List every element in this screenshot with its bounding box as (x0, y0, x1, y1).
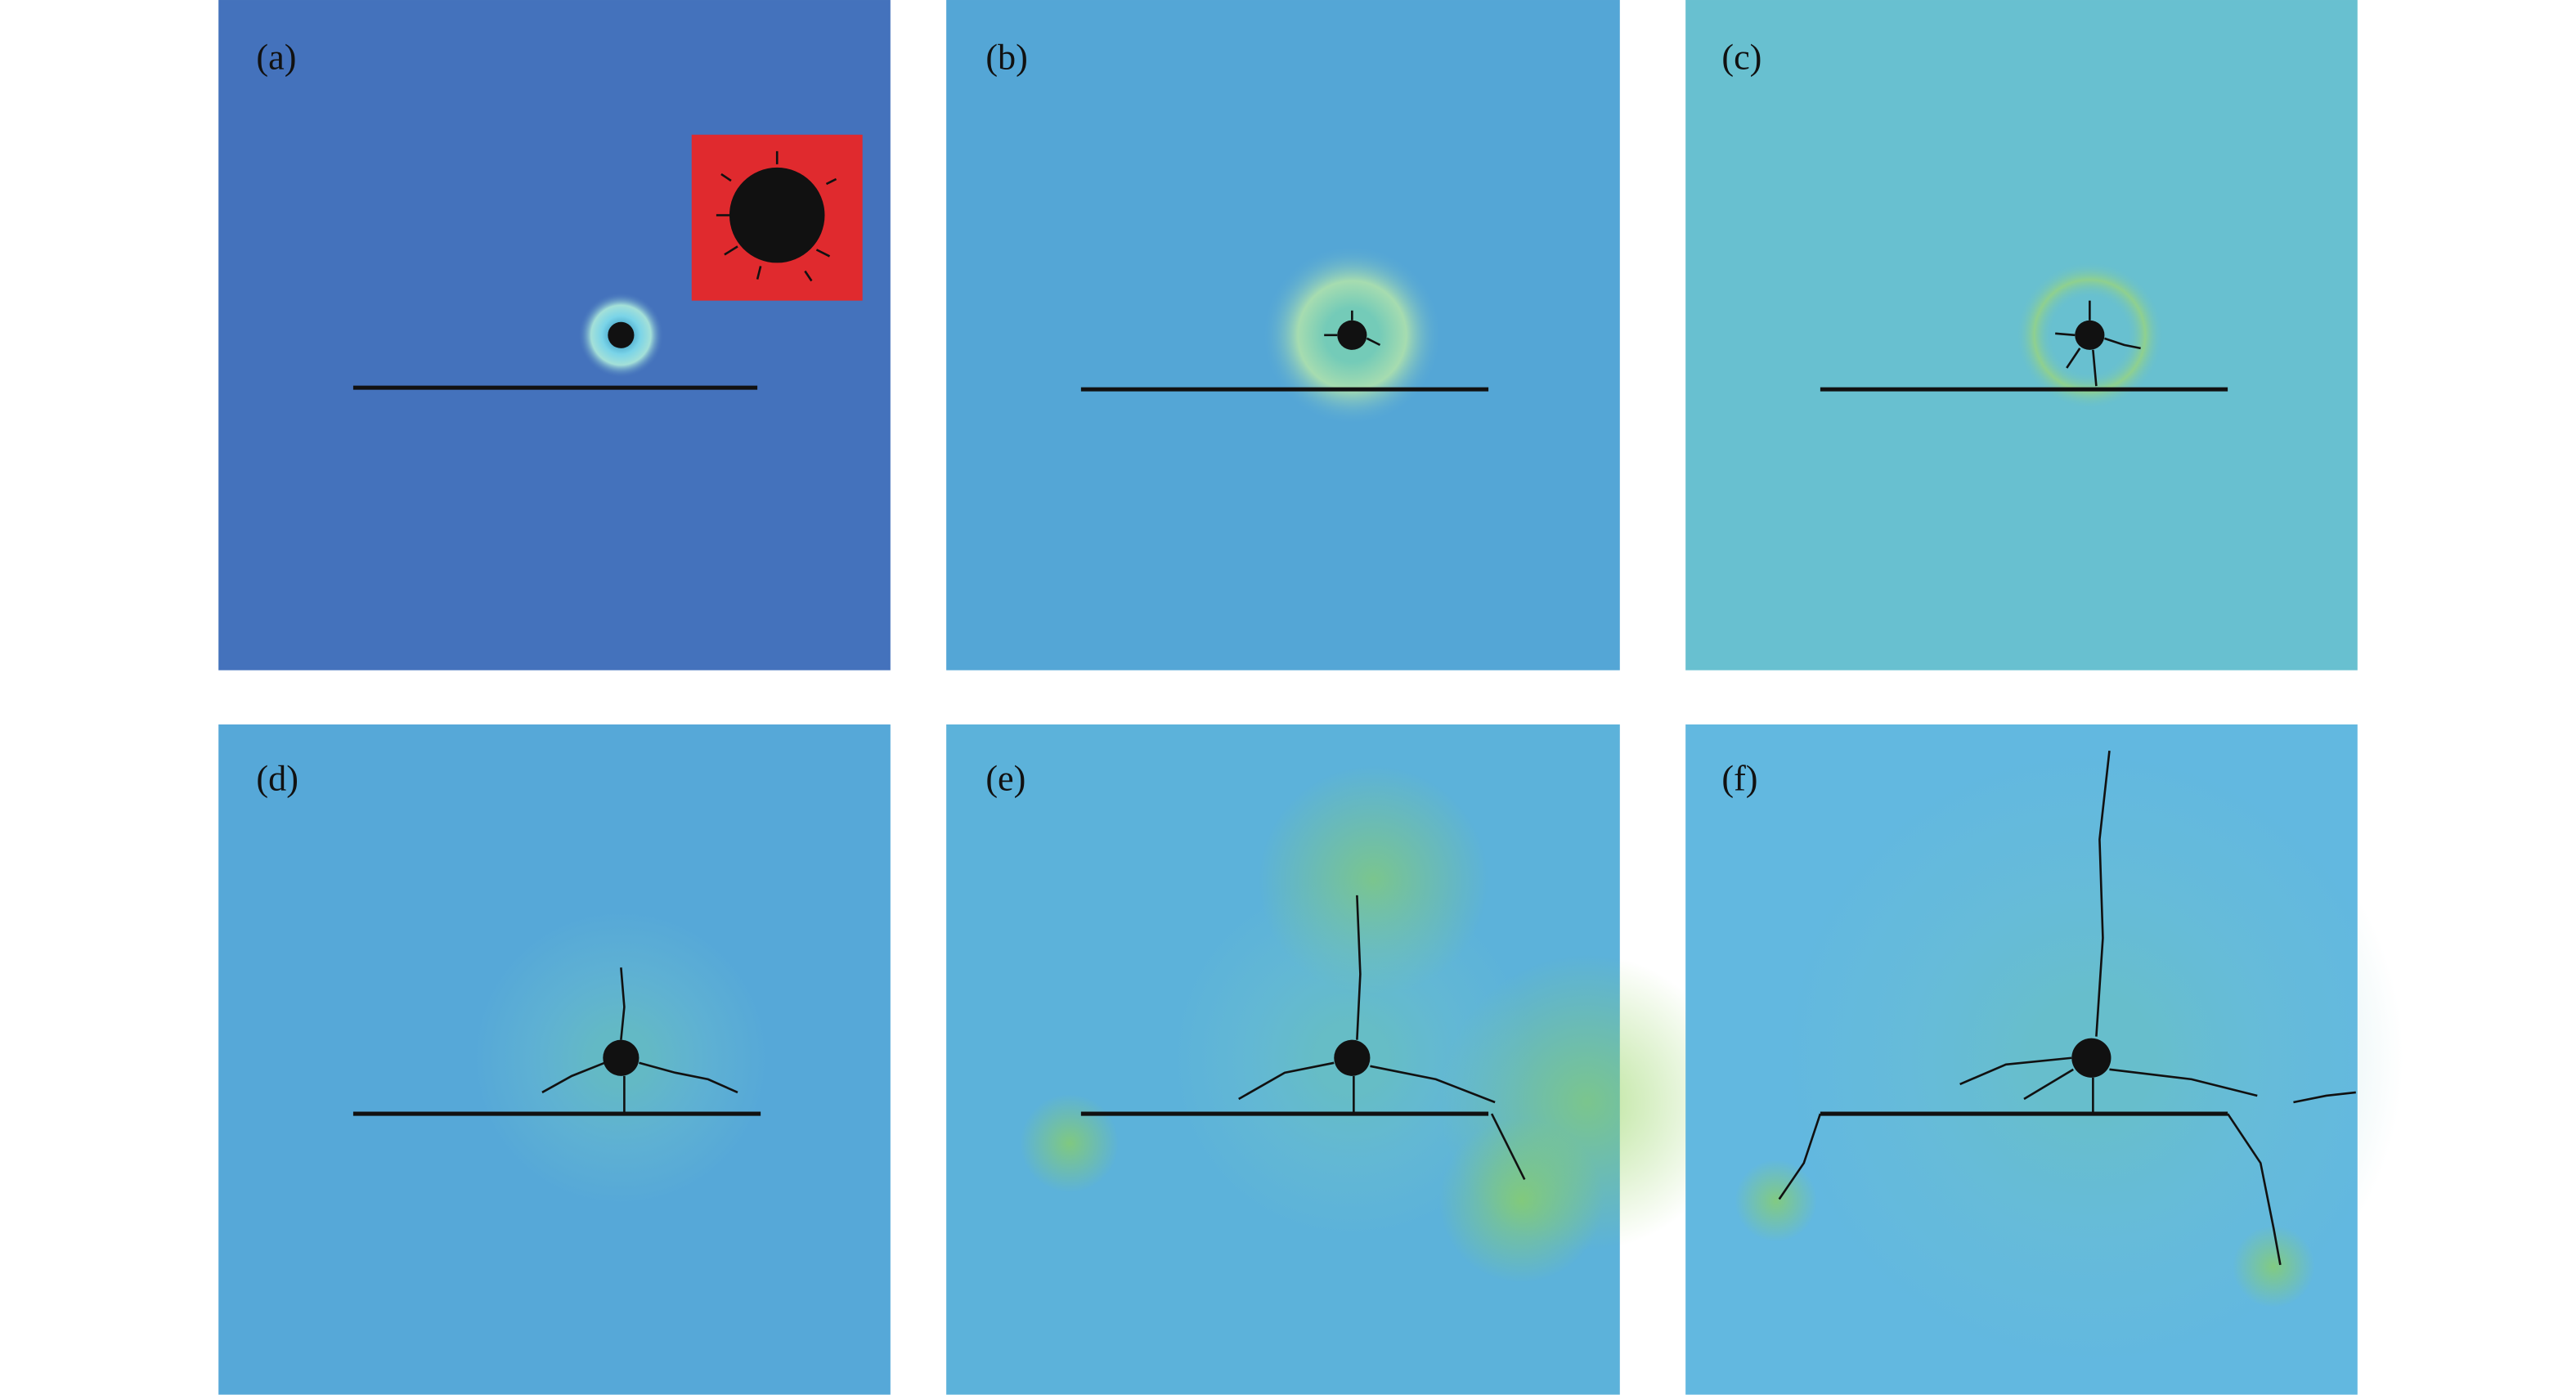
panel-label: (f) (1721, 758, 1757, 798)
inset-damage (716, 150, 837, 282)
hole (1334, 1039, 1371, 1076)
hole (2071, 1038, 2112, 1078)
hole (603, 1039, 640, 1076)
stress-zone (1735, 1160, 1817, 1242)
crack (1778, 750, 2356, 1266)
hole (1337, 320, 1367, 350)
hole (608, 321, 635, 348)
panel-label: (a) (256, 37, 296, 77)
stress-zone (2233, 1225, 2315, 1308)
panel-label: (c) (1721, 37, 1761, 77)
panel-label: (d) (256, 758, 298, 798)
crack (2055, 300, 2141, 387)
panel-b: (b) (946, 0, 1620, 671)
panel-background (218, 0, 891, 671)
crack (1238, 895, 1526, 1181)
panel-f: (f) (1685, 724, 2404, 1395)
panel-d: (d) (218, 724, 891, 1395)
hole (2075, 320, 2105, 350)
crack (1324, 310, 1381, 347)
panel-e: (e) (946, 724, 1735, 1395)
stress-zone (1020, 1093, 1120, 1193)
inset-hole (729, 167, 825, 263)
panel-a: (a) (218, 0, 891, 671)
panel-label: (e) (985, 758, 1025, 798)
crack (541, 967, 738, 1113)
panel-c: (c) (1685, 0, 2358, 671)
panel-label: (b) (985, 37, 1028, 77)
